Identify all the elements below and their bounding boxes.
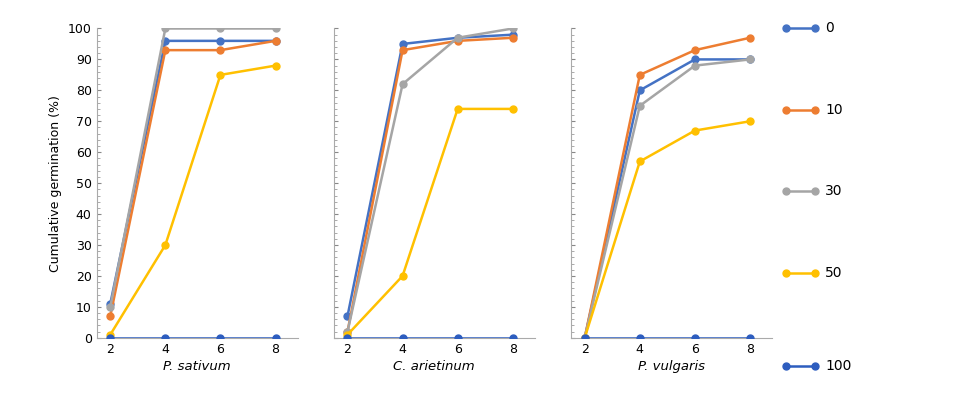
50 bbox=[507, 107, 518, 112]
50 bbox=[342, 332, 353, 337]
Line: 0: 0 bbox=[345, 31, 516, 319]
0 bbox=[452, 35, 463, 40]
100 bbox=[214, 335, 226, 340]
Line: 30: 30 bbox=[107, 25, 279, 311]
10 bbox=[507, 35, 518, 40]
10 bbox=[452, 38, 463, 43]
Line: 100: 100 bbox=[345, 334, 516, 341]
10 bbox=[634, 72, 646, 77]
Line: 50: 50 bbox=[581, 118, 754, 341]
100 bbox=[342, 335, 353, 340]
10 bbox=[214, 48, 226, 53]
50 bbox=[214, 72, 226, 77]
Line: 50: 50 bbox=[345, 105, 516, 338]
0 bbox=[270, 38, 282, 43]
Line: 30: 30 bbox=[581, 56, 754, 341]
50 bbox=[452, 107, 463, 112]
0 bbox=[579, 335, 591, 340]
100 bbox=[397, 335, 408, 340]
0 bbox=[744, 57, 756, 62]
0 bbox=[342, 314, 353, 319]
X-axis label: P. sativum: P. sativum bbox=[163, 360, 231, 373]
50 bbox=[270, 63, 282, 68]
100 bbox=[104, 335, 116, 340]
30 bbox=[634, 103, 646, 108]
0 bbox=[507, 32, 518, 37]
50 bbox=[579, 335, 591, 340]
Text: 10: 10 bbox=[825, 103, 842, 117]
50 bbox=[689, 128, 701, 133]
Line: 10: 10 bbox=[107, 37, 279, 319]
Line: 10: 10 bbox=[581, 34, 754, 341]
10 bbox=[744, 35, 756, 40]
50 bbox=[397, 274, 408, 278]
50 bbox=[159, 243, 171, 247]
10 bbox=[270, 38, 282, 43]
30 bbox=[214, 26, 226, 31]
30 bbox=[104, 304, 116, 309]
0 bbox=[689, 57, 701, 62]
30 bbox=[452, 35, 463, 40]
30 bbox=[397, 82, 408, 87]
100 bbox=[634, 335, 646, 340]
Line: 100: 100 bbox=[581, 334, 754, 341]
0 bbox=[159, 38, 171, 43]
Text: 100: 100 bbox=[825, 359, 851, 373]
10 bbox=[159, 48, 171, 53]
100 bbox=[507, 335, 518, 340]
10 bbox=[689, 48, 701, 53]
Line: 100: 100 bbox=[107, 334, 279, 341]
X-axis label: C. arietinum: C. arietinum bbox=[394, 360, 475, 373]
Line: 30: 30 bbox=[345, 25, 516, 335]
100 bbox=[159, 335, 171, 340]
10 bbox=[579, 335, 591, 340]
30 bbox=[579, 335, 591, 340]
100 bbox=[689, 335, 701, 340]
Text: 50: 50 bbox=[825, 266, 842, 280]
Text: 30: 30 bbox=[825, 184, 842, 198]
X-axis label: P. vulgaris: P. vulgaris bbox=[638, 360, 705, 373]
0 bbox=[397, 42, 408, 46]
Line: 0: 0 bbox=[581, 56, 754, 341]
10 bbox=[342, 329, 353, 334]
50 bbox=[104, 332, 116, 337]
Line: 50: 50 bbox=[107, 62, 279, 338]
100 bbox=[579, 335, 591, 340]
10 bbox=[397, 48, 408, 53]
0 bbox=[634, 88, 646, 93]
30 bbox=[507, 26, 518, 31]
30 bbox=[342, 329, 353, 334]
30 bbox=[744, 57, 756, 62]
Text: 0: 0 bbox=[825, 22, 834, 35]
50 bbox=[634, 159, 646, 164]
30 bbox=[159, 26, 171, 31]
Line: 10: 10 bbox=[345, 34, 516, 335]
Line: 0: 0 bbox=[107, 37, 279, 307]
0 bbox=[214, 38, 226, 43]
100 bbox=[744, 335, 756, 340]
10 bbox=[104, 314, 116, 319]
100 bbox=[452, 335, 463, 340]
50 bbox=[744, 119, 756, 124]
30 bbox=[689, 63, 701, 68]
30 bbox=[270, 26, 282, 31]
Y-axis label: Cumulative germination (%): Cumulative germination (%) bbox=[49, 95, 62, 271]
0 bbox=[104, 301, 116, 306]
100 bbox=[270, 335, 282, 340]
